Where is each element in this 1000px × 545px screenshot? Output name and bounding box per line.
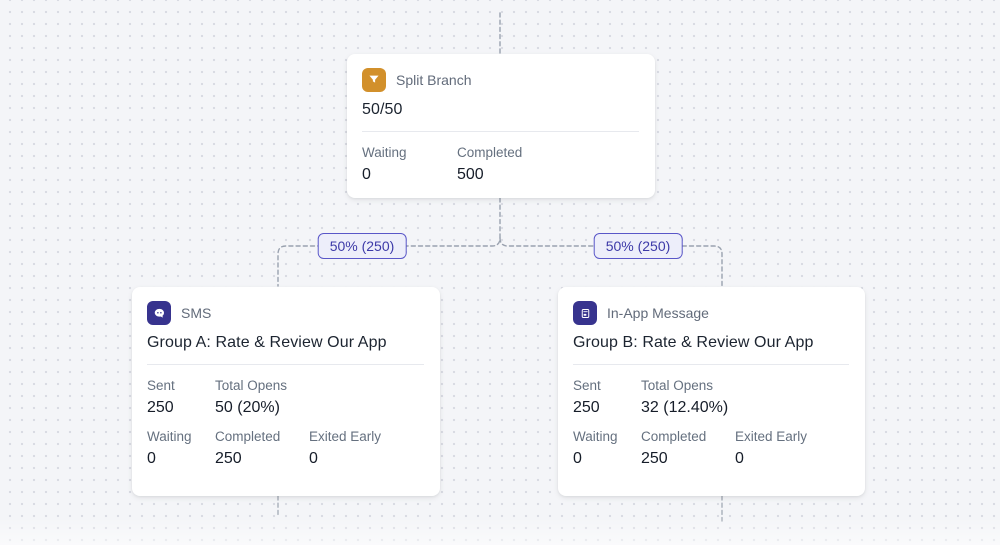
stat-completed: Completed 250 — [641, 429, 707, 467]
split-branch-node[interactable]: Split Branch 50/50 Waiting 0 Completed 5… — [347, 54, 655, 198]
stat-sent: Sent 250 — [147, 378, 175, 416]
in-app-message-node[interactable]: In-App Message Group B: Rate & Review Ou… — [558, 287, 865, 496]
node-stats-row2: Waiting 0 Completed 250 Exited Early 0 — [573, 429, 849, 468]
node-stats-row1: Sent 250 Total Opens 50 (20%) — [147, 378, 424, 417]
stat-total-opens: Total Opens 50 (20%) — [215, 378, 288, 416]
node-header: SMS — [147, 301, 424, 325]
stat-sent: Sent 250 — [573, 378, 601, 416]
node-stats-row2: Waiting 0 Completed 250 Exited Early 0 — [147, 429, 424, 468]
divider — [362, 131, 639, 132]
stat-waiting: Waiting 0 — [362, 145, 407, 183]
stat-exited-early: Exited Early 0 — [309, 429, 382, 467]
node-stats-row1: Sent 250 Total Opens 32 (12.40%) — [573, 378, 849, 417]
sms-node[interactable]: SMS Group A: Rate & Review Our App Sent … — [132, 287, 440, 496]
stat-exited-early: Exited Early 0 — [735, 429, 808, 467]
chat-bubble-icon — [147, 301, 171, 325]
node-type-label: SMS — [181, 305, 212, 321]
stat-waiting: Waiting 0 — [147, 429, 192, 467]
divider — [147, 364, 424, 365]
stat-completed: Completed 500 — [457, 145, 523, 183]
node-title: 50/50 — [362, 101, 403, 118]
stat-total-opens: Total Opens 32 (12.40%) — [641, 378, 729, 416]
node-header: In-App Message — [573, 301, 849, 325]
divider — [573, 364, 849, 365]
node-stats: Waiting 0 Completed 500 — [362, 145, 639, 184]
funnel-icon — [362, 68, 386, 92]
connector-branch-right — [499, 237, 723, 287]
branch-percentage-badge-right: 50% (250) — [593, 233, 683, 259]
node-title: Group A: Rate & Review Our App — [147, 334, 387, 351]
node-header: Split Branch — [362, 68, 639, 92]
branch-percentage-badge-left: 50% (250) — [317, 233, 407, 259]
node-type-label: In-App Message — [607, 305, 709, 321]
in-app-message-icon — [573, 301, 597, 325]
stat-waiting: Waiting 0 — [573, 429, 618, 467]
node-type-label: Split Branch — [396, 72, 472, 88]
stat-completed: Completed 250 — [215, 429, 281, 467]
node-title: Group B: Rate & Review Our App — [573, 334, 814, 351]
